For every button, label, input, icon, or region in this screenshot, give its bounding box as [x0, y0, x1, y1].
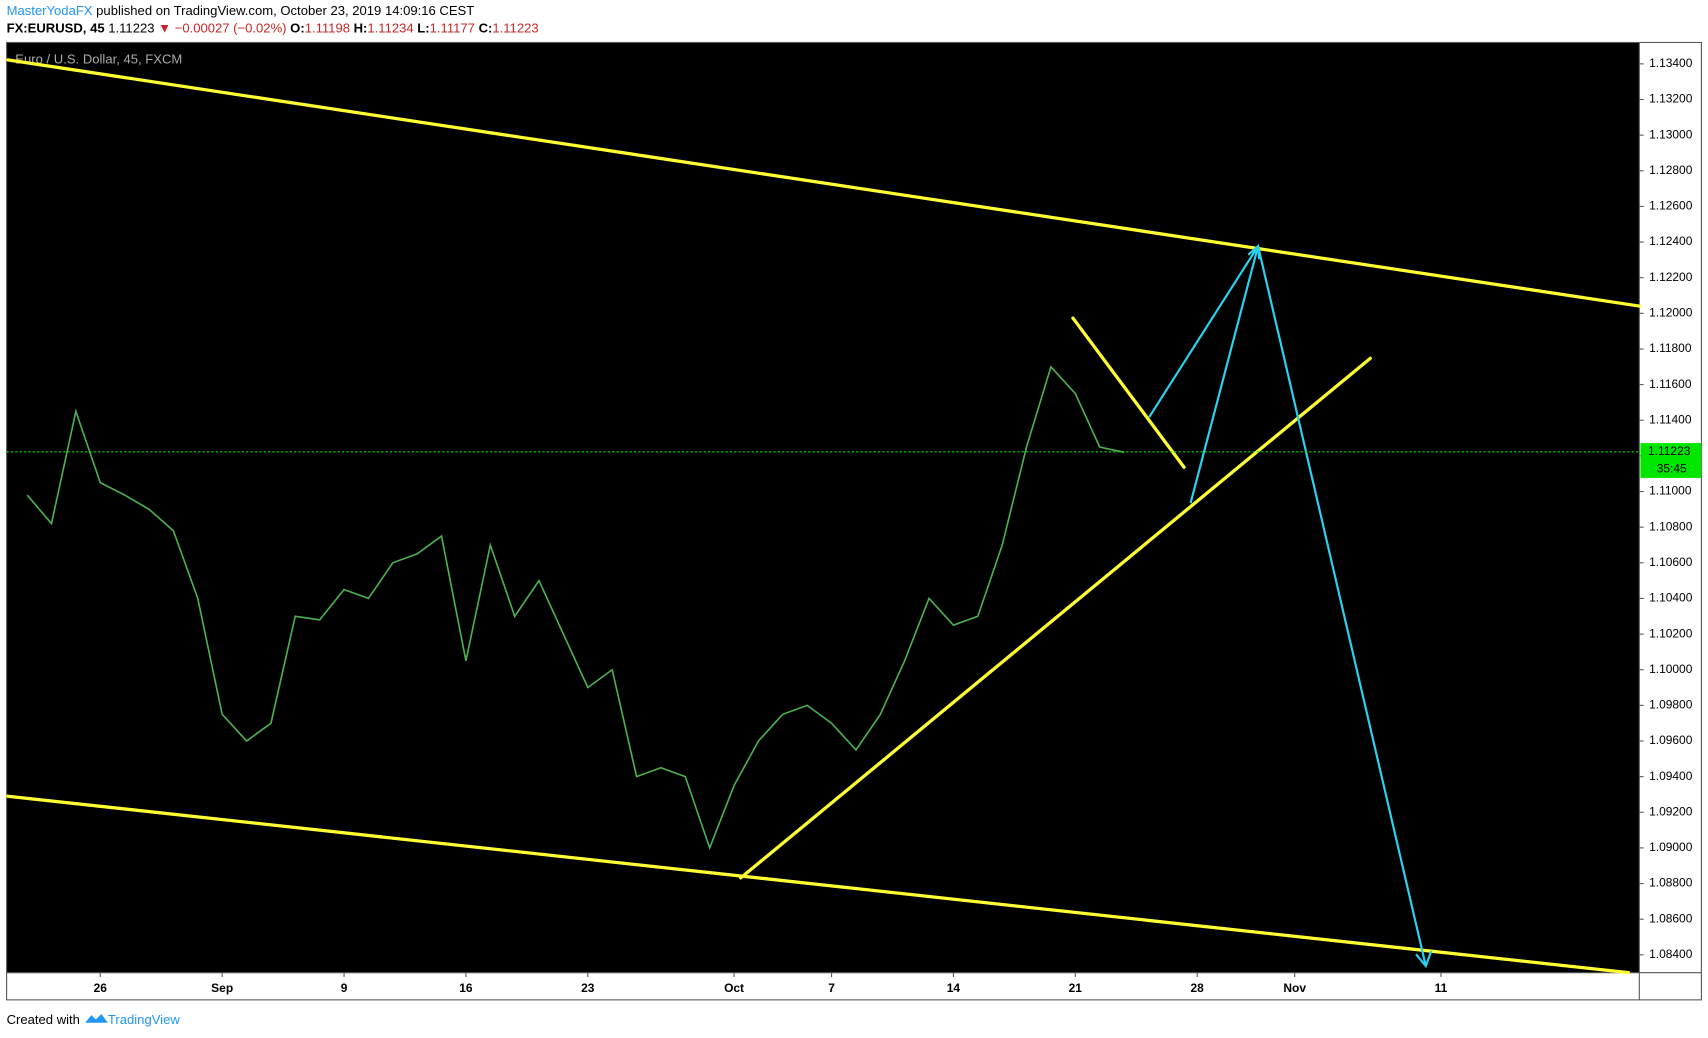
y-tick-label: 1.12400	[1649, 234, 1693, 248]
published: published on TradingView.com, October 23…	[96, 3, 474, 18]
countdown-label: 35:45	[1657, 461, 1687, 475]
y-tick-label: 1.10800	[1649, 519, 1693, 533]
y-tick-label: 1.11800	[1649, 341, 1692, 355]
x-tick-label: 26	[94, 981, 108, 995]
price-line	[26, 365, 1125, 851]
frame	[6, 41, 1702, 1001]
y-tick-label: 1.10000	[1649, 662, 1693, 676]
y-tick-label: 1.10200	[1649, 626, 1693, 640]
y-tick-label: 1.09400	[1649, 769, 1693, 783]
plot-area	[6, 42, 1640, 973]
low: 1.11177	[430, 21, 475, 36]
y-tick-label: 1.11600	[1649, 377, 1692, 391]
open-label: O:	[290, 21, 305, 36]
x-tick-label: 14	[947, 981, 961, 995]
x-tick-label: 23	[581, 981, 595, 995]
y-tick-label: 1.09200	[1649, 804, 1693, 818]
countdown-tag	[1640, 460, 1702, 478]
footer-brand[interactable]: TradingView	[108, 1012, 180, 1027]
header-line-1: MasterYodaFX published on TradingView.co…	[7, 3, 475, 18]
y-tick-label: 1.12600	[1649, 199, 1693, 213]
y-tick-label: 1.10600	[1649, 555, 1693, 569]
chart-title: Euro / U.S. Dollar, 45, FXCM	[15, 51, 182, 66]
y-tick-label: 1.08800	[1649, 876, 1693, 890]
y-tick-label: 1.11000	[1649, 484, 1692, 498]
footer-created: Created with	[7, 1012, 80, 1027]
channel-bottom	[6, 794, 1631, 975]
x-tick-label: Sep	[211, 981, 233, 995]
y-tick-label: 1.12800	[1649, 163, 1693, 177]
x-tick-label: 9	[341, 981, 348, 995]
y-tick-label: 1.10400	[1649, 591, 1693, 605]
x-tick-label: Oct	[724, 981, 744, 995]
channel-top	[6, 58, 1641, 308]
x-tick-label: 16	[459, 981, 473, 995]
price: 1.11223	[108, 21, 154, 36]
symbol: FX:EURUSD, 45	[7, 21, 105, 36]
y-tick-label: 1.11400	[1649, 412, 1692, 426]
y-tick-label: 1.13000	[1649, 127, 1693, 141]
y-tick-label: 1.09800	[1649, 698, 1693, 712]
open: 1.11198	[305, 21, 350, 36]
marks	[26, 365, 1125, 851]
price-tag-label: 1.11223	[1648, 444, 1691, 458]
y-tick-label: 1.09600	[1649, 733, 1693, 747]
y-tick-label: 1.12000	[1649, 306, 1693, 320]
arrow-head	[1415, 950, 1433, 969]
trendline-down	[1071, 316, 1186, 469]
y-tick-label: 1.08400	[1649, 947, 1693, 961]
x-tick-label: 28	[1191, 981, 1205, 995]
change: ▼ −0.00027 (−0.02%)	[158, 21, 286, 36]
high-label: H:	[354, 21, 368, 36]
high: 1.11234	[367, 21, 413, 36]
drawings	[6, 58, 1641, 975]
arrows	[1148, 243, 1433, 969]
x-tick-label: 11	[1435, 981, 1448, 995]
x-tick-label: Nov	[1283, 981, 1306, 995]
price-tag	[1640, 443, 1702, 461]
x-tick-label: 7	[828, 981, 835, 995]
close: 1.11223	[492, 21, 538, 36]
y-tick-label: 1.12200	[1649, 270, 1693, 284]
y-tick-label: 1.13200	[1649, 92, 1693, 106]
y-tick-label: 1.08600	[1649, 911, 1693, 925]
author[interactable]: MasterYodaFX	[7, 3, 93, 18]
y-tick-label: 1.13400	[1649, 56, 1693, 70]
header-line-2: FX:EURUSD, 45 1.11223 ▼ −0.00027 (−0.02%…	[7, 21, 539, 36]
y-tick-label: 1.09000	[1649, 840, 1693, 854]
trendline-up	[739, 356, 1372, 880]
low-label: L:	[417, 21, 429, 36]
x-tick-label: 21	[1069, 981, 1083, 995]
arrow-down	[1257, 245, 1427, 967]
brand-logo	[85, 1014, 108, 1023]
close-label: C:	[479, 21, 493, 36]
